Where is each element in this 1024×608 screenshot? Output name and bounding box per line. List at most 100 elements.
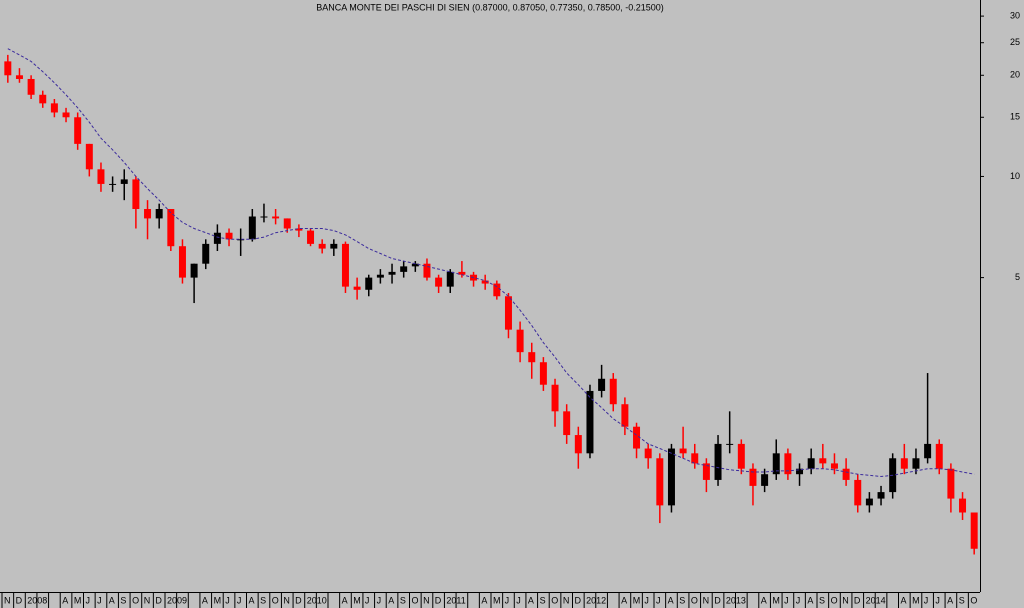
moving-average-line <box>7 48 975 478</box>
candle-body <box>644 448 652 459</box>
candle-body <box>598 378 606 391</box>
x-tick-label: M <box>772 595 780 605</box>
x-tick-label: J <box>644 595 649 605</box>
candle-body <box>621 404 629 427</box>
x-tick-label: J <box>365 595 370 605</box>
candle-body <box>4 61 12 76</box>
candle-body <box>144 209 152 219</box>
candle-body <box>702 463 710 480</box>
candle-body <box>202 243 210 264</box>
x-tick-label: J <box>796 595 801 605</box>
x-tick-label: A <box>62 595 68 605</box>
y-tick-label: 10 <box>1010 171 1020 181</box>
candle-body <box>400 266 408 272</box>
x-tick-label: S <box>400 595 406 605</box>
candle-body <box>761 474 769 486</box>
x-tick-label: D <box>16 595 23 605</box>
x-tick-label: A <box>807 595 813 605</box>
x-tick-label: S <box>540 595 546 605</box>
candle-body <box>39 94 47 104</box>
candle-body <box>947 468 955 499</box>
candle-body <box>272 216 280 219</box>
candle-body <box>411 263 419 267</box>
x-tick-label: A <box>388 595 394 605</box>
candle-body <box>481 280 489 284</box>
candle-body <box>912 458 920 469</box>
candle-body <box>959 498 967 513</box>
candle-body <box>307 230 315 244</box>
y-tick-label: 25 <box>1010 37 1020 47</box>
x-tick-label: S <box>260 595 266 605</box>
candle-body <box>295 228 303 231</box>
candle-body <box>551 384 559 412</box>
candle-body <box>528 352 536 363</box>
x-tick-label: J <box>377 595 382 605</box>
x-tick-label: O <box>132 595 139 605</box>
candle-body <box>376 274 384 278</box>
x-tick-label: D <box>575 595 582 605</box>
candle-body <box>842 468 850 480</box>
x-tick-label: A <box>621 595 627 605</box>
candle-body <box>830 463 838 469</box>
candle-body <box>516 329 524 353</box>
x-tick-label: M <box>912 595 920 605</box>
candle-body <box>586 390 594 454</box>
candle-body <box>435 277 443 287</box>
x-tick-label: J <box>97 595 102 605</box>
candle-body <box>796 468 804 475</box>
y-tick-label: 30 <box>1010 10 1020 20</box>
candle-body <box>155 209 163 219</box>
candle-body <box>27 78 35 95</box>
x-tick-label: A <box>947 595 953 605</box>
candle-body <box>388 271 396 275</box>
candle-body <box>609 378 617 405</box>
candle-body <box>237 239 245 241</box>
x-tick-label: A <box>202 595 208 605</box>
x-tick-label: O <box>551 595 558 605</box>
x-tick-label: J <box>225 595 230 605</box>
x-tick-label: D <box>435 595 442 605</box>
candle-body <box>854 479 862 506</box>
x-tick-label: S <box>120 595 126 605</box>
candle-body <box>691 453 699 464</box>
candle-body <box>167 209 175 247</box>
x-tick-label: M <box>493 595 501 605</box>
x-tick-label: A <box>528 595 534 605</box>
x-tick-label: J <box>924 595 929 605</box>
candle-body <box>819 458 827 464</box>
candle-body <box>190 263 198 278</box>
candle-body <box>248 216 256 240</box>
candle-body <box>714 443 722 480</box>
x-tick-label: J <box>784 595 789 605</box>
x-tick-label: O <box>272 595 279 605</box>
candle-body <box>260 216 268 218</box>
candle-body <box>365 277 373 290</box>
x-tick-label: O <box>691 595 698 605</box>
candle-body <box>935 443 943 469</box>
candle-body <box>132 179 140 210</box>
candle-body <box>50 103 58 113</box>
candle-body <box>504 296 512 330</box>
candle-body <box>283 218 291 229</box>
x-tick-label: A <box>342 595 348 605</box>
x-tick-label: A <box>481 595 487 605</box>
x-tick-label: N <box>4 595 11 605</box>
x-tick-label: N <box>283 595 290 605</box>
candle-body <box>341 243 349 287</box>
candle-body <box>353 286 361 290</box>
candle-body <box>85 143 93 170</box>
candle-body <box>109 183 117 185</box>
y-tick-label: 15 <box>1010 112 1020 122</box>
candle-body <box>865 498 873 506</box>
x-tick-label: M <box>353 595 361 605</box>
candle-body <box>633 426 641 449</box>
candle-body <box>330 243 338 249</box>
candle-body <box>120 179 128 184</box>
x-tick-label: J <box>86 595 91 605</box>
x-tick-label: N <box>144 595 151 605</box>
x-tick-label: N <box>703 595 710 605</box>
candle-body <box>62 112 70 118</box>
x-tick-label: J <box>656 595 661 605</box>
